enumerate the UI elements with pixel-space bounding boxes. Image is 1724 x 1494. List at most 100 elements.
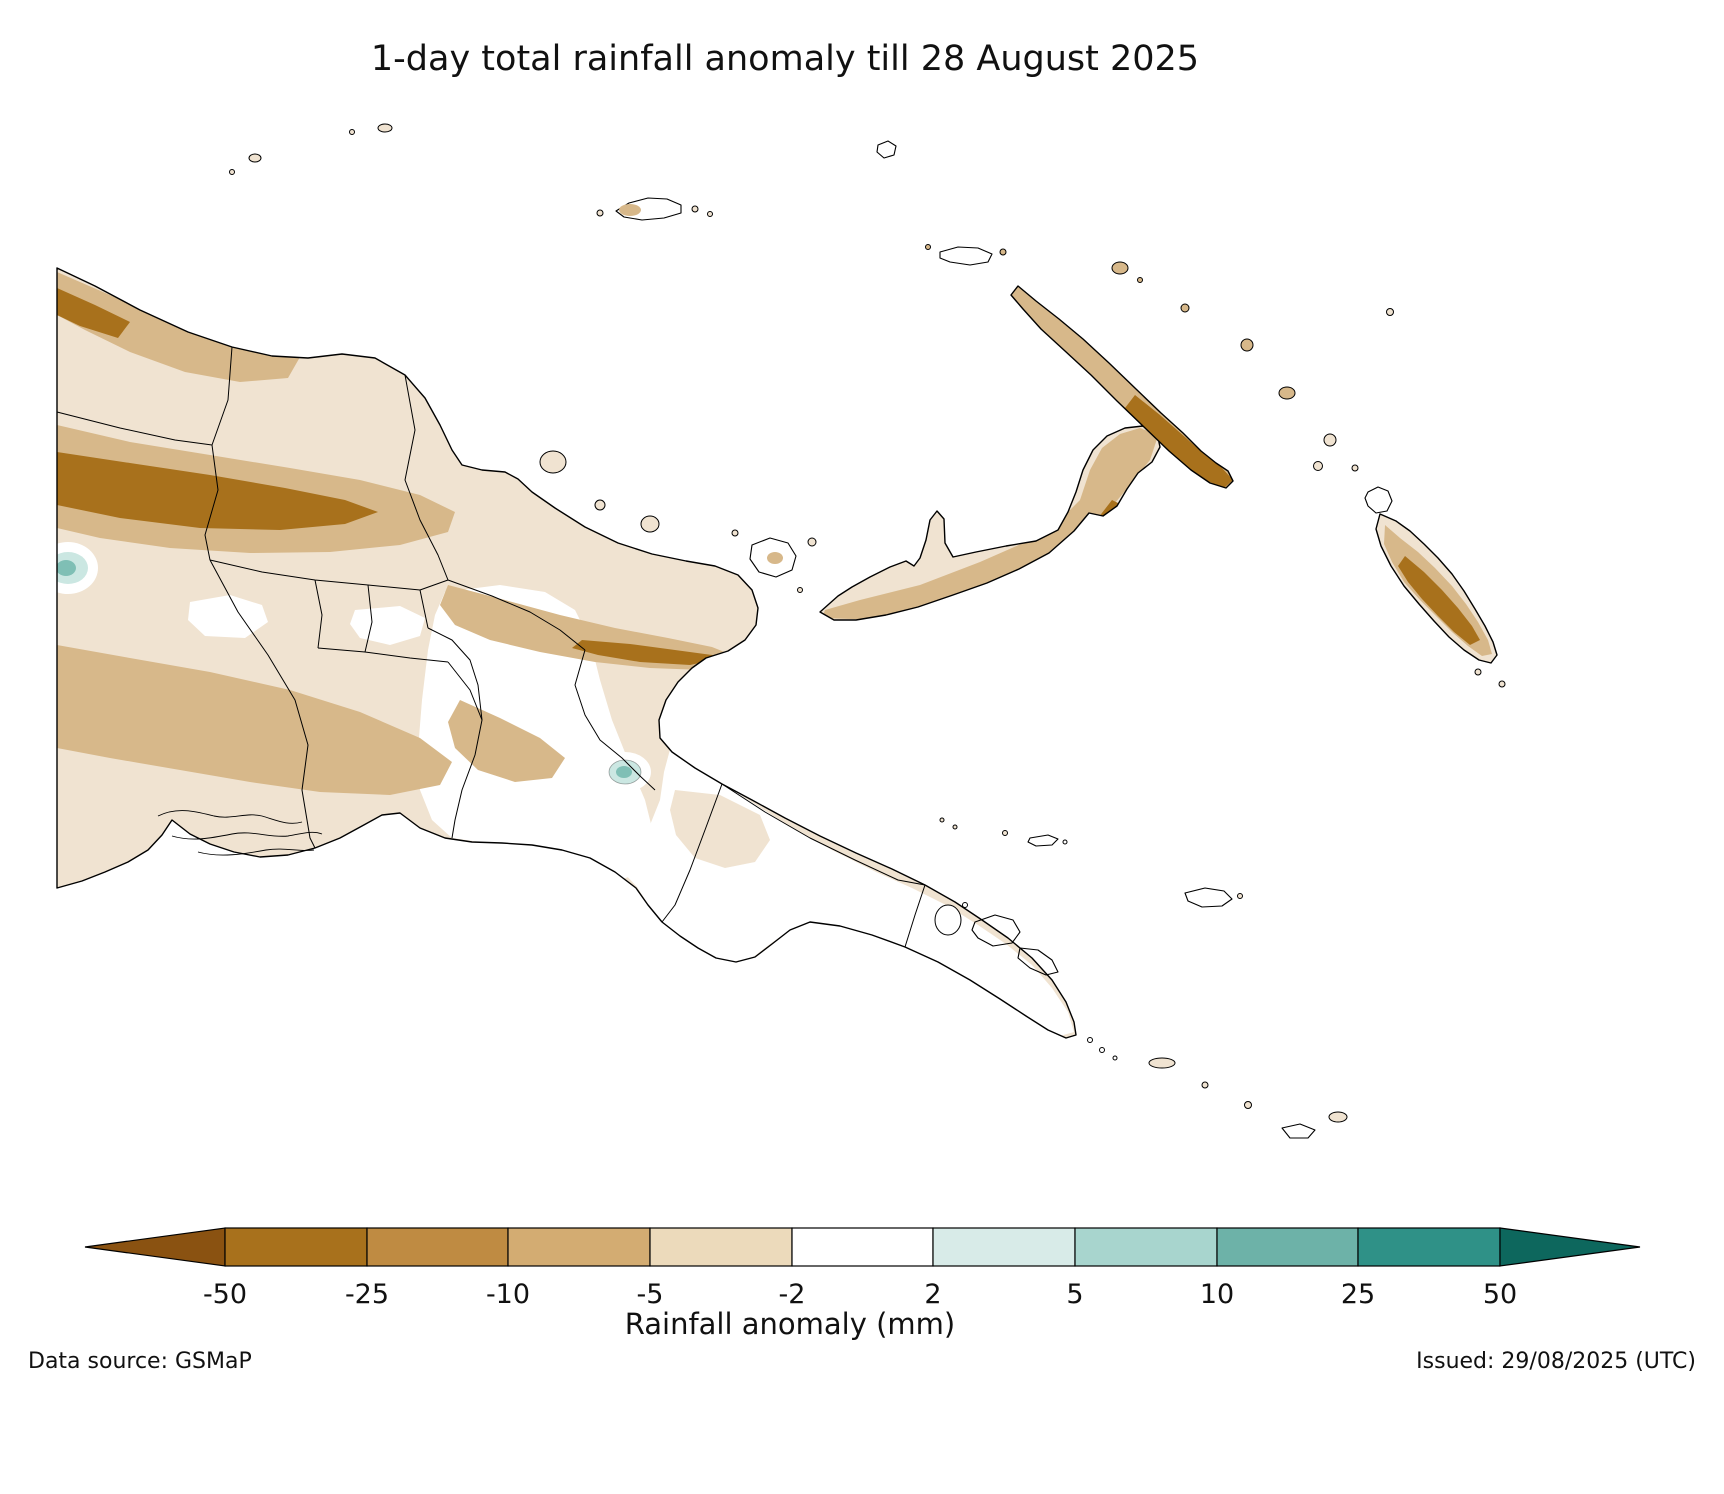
colorbar-label: Rainfall anomaly (mm) [625, 1307, 956, 1341]
anomaly-medium-band [619, 204, 641, 216]
colorbar-segment [1357, 1227, 1501, 1267]
island-new-hanover [939, 246, 993, 266]
colorbar-tick: 50 [1483, 1279, 1517, 1310]
colorbar-arrow-positive [1499, 1227, 1641, 1267]
bougainville-anomaly-shading [1384, 525, 1492, 656]
colorbar-segment [224, 1227, 368, 1267]
issued-date-text: Issued: 29/08/2025 (UTC) [1416, 1349, 1696, 1374]
islet [1087, 1037, 1093, 1043]
islet [939, 817, 945, 823]
anomaly-zero-zone [612, 742, 1074, 1036]
islet [1002, 830, 1008, 836]
anomaly-light-patch [670, 790, 770, 868]
islet [229, 169, 235, 175]
island-new-ireland [1010, 285, 1234, 489]
data-source-text: Data source: GSMaP [28, 1349, 252, 1374]
positive-anomaly-spot-central [599, 752, 651, 792]
islet [952, 824, 958, 830]
anomaly-medium-band [448, 700, 565, 782]
colorbar-segment [791, 1227, 934, 1267]
island-umboi [749, 537, 797, 578]
map-title: 1-day total rainfall anomaly till 28 Aug… [371, 39, 1199, 79]
anomaly-medium-band [767, 552, 783, 564]
colorbar-segment [366, 1227, 509, 1267]
island-lihir [1278, 386, 1296, 400]
islet [1180, 303, 1190, 313]
new-ireland-anomaly-shading [1125, 395, 1233, 488]
island-trobriand [1027, 834, 1059, 847]
island-bougainville [1364, 486, 1498, 664]
anomaly-medium-band [1080, 428, 1155, 508]
islet [1244, 1101, 1252, 1109]
anomaly-dark-core [1398, 556, 1480, 645]
islet [1099, 1047, 1105, 1053]
islet [377, 123, 393, 133]
islet [691, 205, 699, 213]
islet [999, 248, 1007, 256]
islet [807, 537, 817, 547]
island-long [640, 515, 660, 533]
anomaly-teal-core [616, 766, 632, 778]
anomaly-zero-zone [418, 585, 655, 880]
colorbar-tick: -50 [203, 1279, 247, 1310]
island-new-britain [819, 425, 1161, 621]
positive-anomaly-spot-west [57, 542, 98, 594]
anomaly-dark-core [57, 288, 130, 338]
mainland-coastline [56, 267, 1077, 1039]
island-feni [1351, 464, 1359, 472]
colorbar-tick: 25 [1341, 1279, 1375, 1310]
colorbar-tick: -5 [637, 1279, 664, 1310]
colorbar-tick: 10 [1200, 1279, 1234, 1310]
islet [1498, 680, 1506, 688]
island-buka [1364, 486, 1393, 514]
islet [1237, 893, 1243, 899]
islet [1201, 1081, 1209, 1089]
island-tanga [1323, 433, 1337, 447]
colorbar-tick: 2 [924, 1279, 941, 1310]
islet [731, 529, 739, 537]
islet [1386, 308, 1394, 316]
colorbar-tick: 5 [1066, 1279, 1083, 1310]
mainland-anomaly-shading [57, 272, 1074, 1036]
bougainville-coastline [1375, 513, 1498, 664]
anomaly-zero-zone [188, 595, 268, 638]
islet [248, 153, 262, 163]
colorbar-segment [1074, 1227, 1218, 1267]
colorbar-segment [507, 1227, 651, 1267]
islet [962, 902, 968, 908]
colorbar-tick: -25 [345, 1279, 389, 1310]
colorbar-tick: -10 [486, 1279, 530, 1310]
anomaly-teal-core [57, 560, 76, 576]
delta-river-channels [157, 810, 323, 856]
islet [594, 499, 606, 511]
island-misima [1148, 1057, 1176, 1069]
footer: Data source: GSMaP Issued: 29/08/2025 (U… [28, 1349, 1696, 1374]
island-woodlark [1184, 887, 1233, 908]
island-nissan [1313, 461, 1323, 471]
islet [797, 587, 803, 593]
colorbar-tick-labels: -50 -25 -10 -5 -2 2 5 10 25 50 [203, 1279, 1517, 1310]
islet [707, 211, 713, 217]
new-britain-base-fill [820, 426, 1160, 620]
new-britain-coastline [819, 425, 1161, 621]
island-fergusson [971, 914, 1021, 947]
island-tabar [1240, 338, 1254, 352]
colorbar-arrow-negative [84, 1227, 226, 1267]
anomaly-dark-core [1125, 395, 1233, 488]
new-ireland-coastline [1010, 285, 1234, 489]
colorbar-segment [649, 1227, 793, 1267]
islet [876, 140, 897, 159]
island-tagula [1281, 1123, 1316, 1139]
colorbar-segment [932, 1227, 1076, 1267]
islet [1474, 668, 1482, 676]
islet [1112, 1055, 1118, 1061]
small-islands [229, 123, 1506, 1139]
islet [596, 209, 604, 217]
colorbar: -50 -25 -10 -5 -2 2 5 10 25 50 Rainfall … [84, 1227, 1641, 1341]
island-normanby [1017, 947, 1059, 976]
island-karkar [539, 450, 567, 474]
island-mussau [1111, 261, 1129, 275]
islet [1137, 277, 1143, 283]
